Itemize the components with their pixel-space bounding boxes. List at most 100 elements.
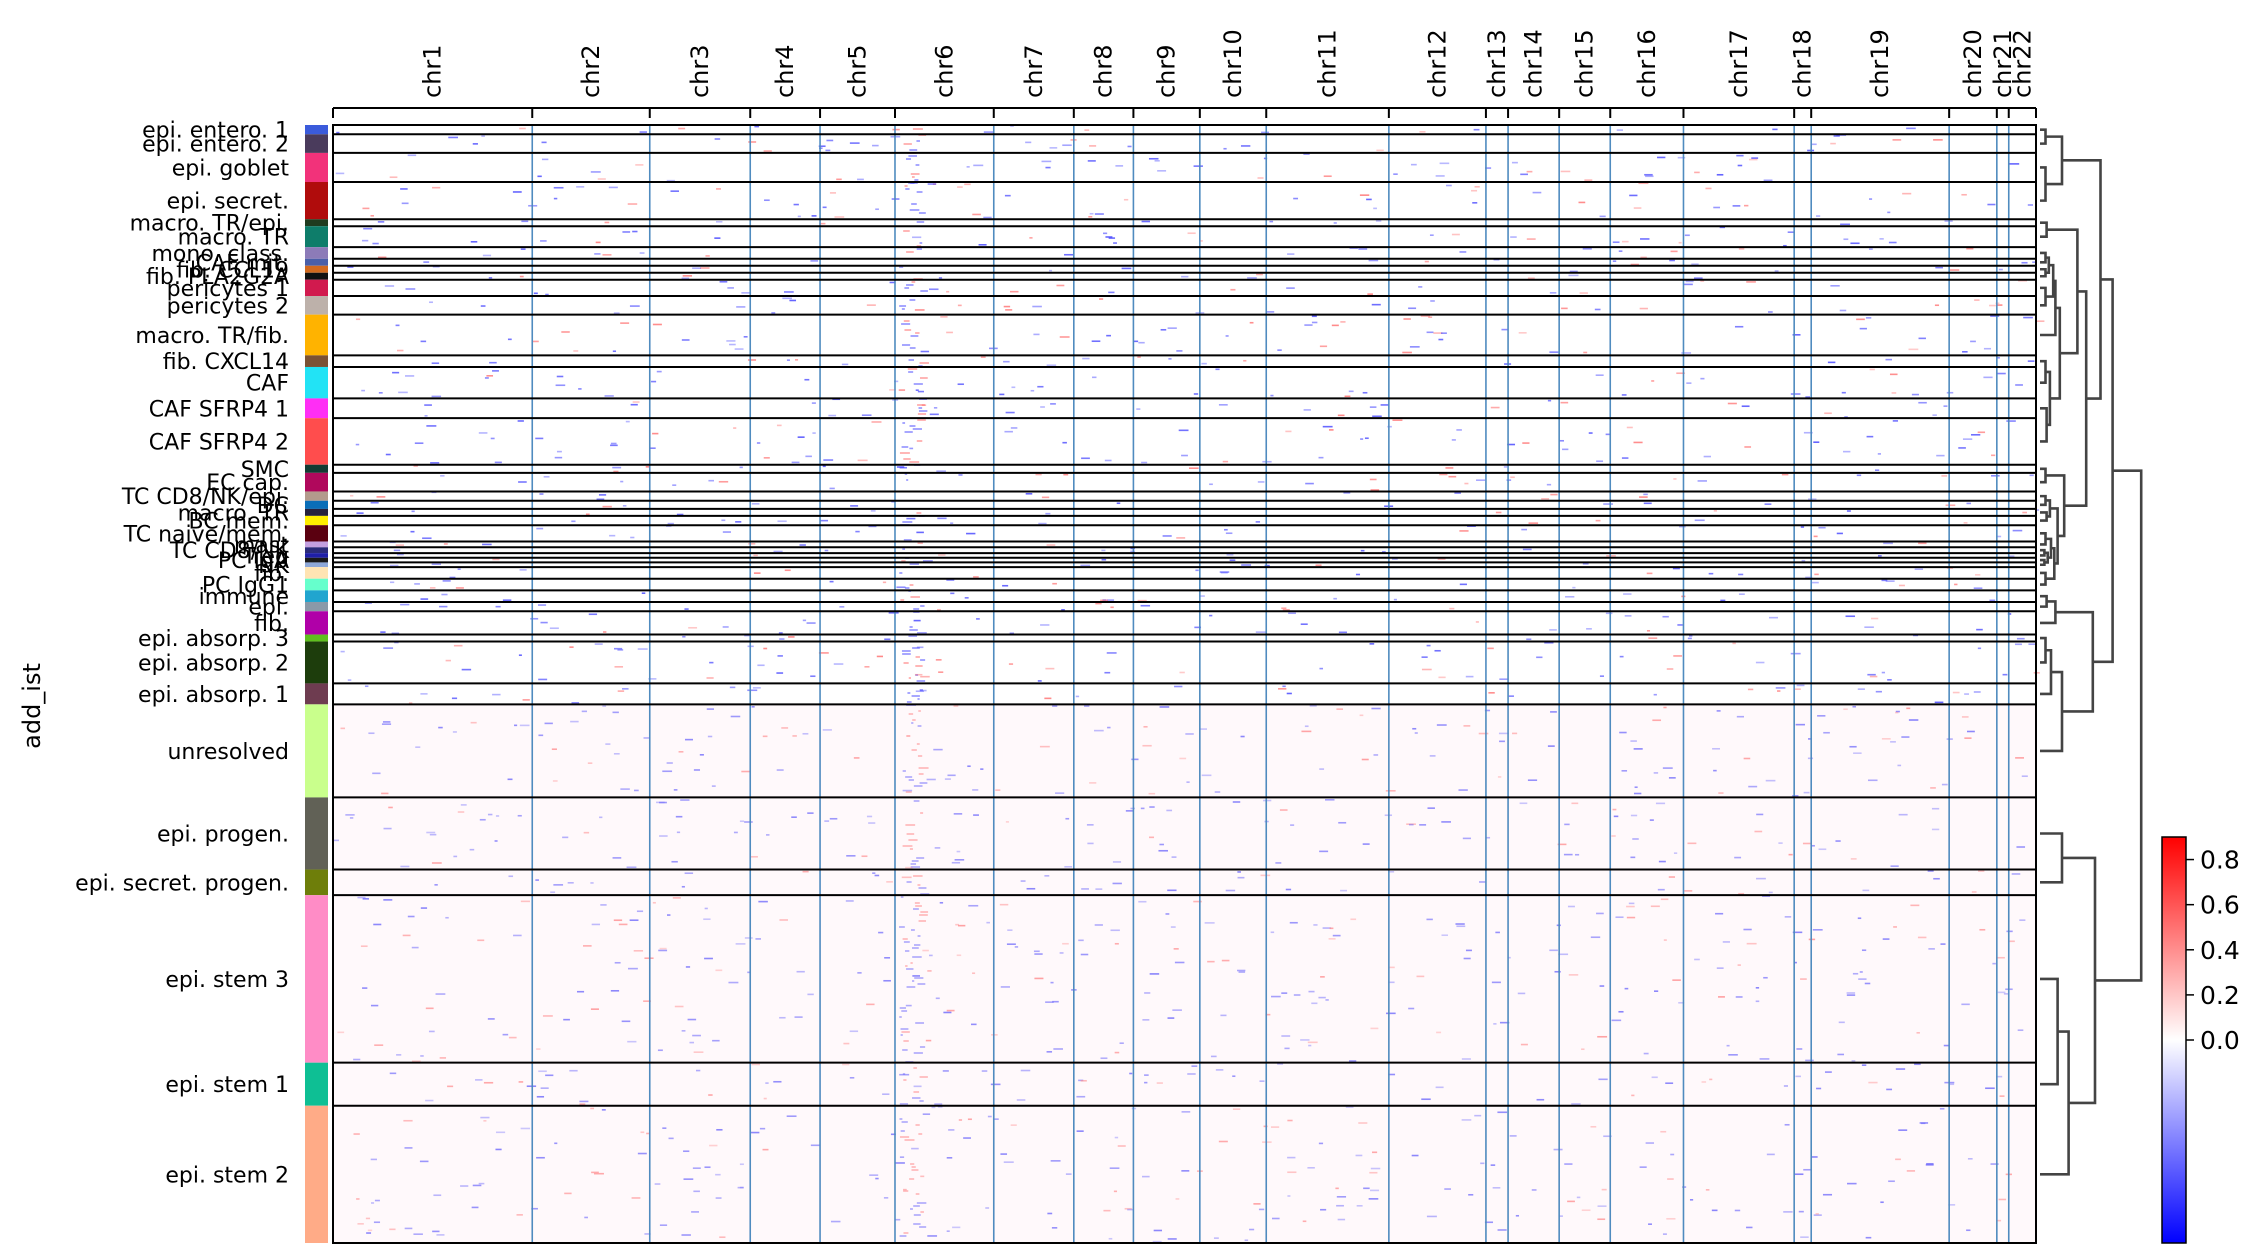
cnv-mark (904, 431, 913, 433)
cnv-mark (1808, 738, 1812, 740)
group-label: epi. stem 1 (165, 1073, 289, 1098)
cnv-mark (1734, 325, 1744, 328)
cnv-mark (1293, 994, 1301, 996)
group-color-swatch (305, 226, 328, 248)
cnv-mark (2014, 643, 2022, 646)
cnv-mark (631, 1197, 641, 1199)
cnv-mark (1662, 767, 1673, 769)
cnv-mark (676, 831, 681, 834)
cnv-mark (659, 1224, 668, 1226)
cnv-mark (1121, 267, 1132, 270)
cnv-mark (1626, 916, 1636, 919)
cnv-mark (604, 221, 610, 224)
cnv-mark (1998, 268, 2003, 271)
cnv-mark (1621, 457, 1629, 459)
cnv-mark (1859, 327, 1867, 330)
cnv-mark (1047, 1212, 1053, 1215)
cnv-mark (1362, 843, 1370, 845)
cnv-mark (552, 780, 558, 782)
cnv-mark (553, 197, 558, 200)
cnv-mark (2019, 919, 2026, 921)
cnv-mark (422, 537, 432, 540)
cnv-mark (1052, 582, 1057, 585)
cnv-mark (917, 884, 921, 886)
cnv-mark (1719, 226, 1726, 229)
cnv-mark (536, 527, 544, 530)
cnv-mark (426, 831, 436, 834)
cnv-mark (1643, 1052, 1649, 1055)
cnv-mark (1818, 848, 1827, 851)
cnv-mark (584, 1216, 588, 1219)
cnv-mark (1336, 1204, 1344, 1207)
cnv-mark (1287, 1119, 1293, 1122)
cnv-mark (1849, 745, 1857, 748)
cnv-mark (902, 548, 906, 550)
cnv-mark (1232, 1075, 1236, 1078)
cnv-mark (1138, 341, 1145, 344)
group-color-swatch (305, 418, 328, 465)
colorbar-tick-label: 0.0 (2200, 1026, 2240, 1055)
cnv-mark (1408, 307, 1417, 310)
cnv-mark (1261, 131, 1270, 134)
cnv-mark (1055, 792, 1065, 794)
cnv-mark (948, 1129, 955, 1131)
cnv-mark (1774, 270, 1779, 272)
cnv-mark (392, 371, 400, 374)
cnv-mark (1522, 548, 1532, 551)
cnv-mark (512, 191, 522, 193)
cnv-mark (912, 975, 921, 977)
cnv-mark (920, 1211, 924, 1213)
cnv-mark (535, 879, 539, 881)
group-color-swatch (305, 634, 328, 642)
cnv-mark (910, 863, 917, 865)
cnv-mark (1244, 1239, 1249, 1242)
cnv-mark (1025, 492, 1033, 495)
cnv-mark (1520, 173, 1528, 176)
cnv-mark (540, 621, 548, 624)
cnv-mark (913, 908, 919, 910)
cnv-mark (758, 900, 768, 903)
cnv-mark (1639, 307, 1648, 310)
cnv-mark (1497, 1229, 1507, 1231)
cnv-mark (1319, 850, 1329, 853)
cnv-mark (866, 1003, 875, 1006)
cnv-mark (1531, 1189, 1537, 1191)
cnv-mark (1304, 725, 1309, 728)
cnv-mark (1978, 870, 1985, 872)
cnv-mark (2032, 261, 2036, 264)
cnv-mark (1418, 286, 1423, 288)
cnv-mark (1961, 1003, 1970, 1006)
cnv-mark (531, 1207, 538, 1210)
cnv-mark (913, 1205, 920, 1207)
cnv-mark (1520, 1043, 1528, 1046)
group-color-swatch (305, 500, 328, 509)
cnv-mark (1700, 377, 1705, 380)
cnv-mark (910, 335, 919, 337)
cnv-mark (903, 662, 909, 664)
cnv-mark (1238, 971, 1246, 973)
cnv-mark (362, 207, 370, 210)
cnv-mark (1229, 559, 1236, 562)
group-label: TC CD8/NK/epi. (121, 485, 289, 510)
cnv-mark (440, 475, 445, 477)
cnv-mark (1966, 247, 1974, 250)
cnv-mark (1918, 337, 1926, 340)
cnv-mark (1237, 871, 1241, 873)
cnv-mark (936, 470, 946, 472)
cnv-mark (1547, 399, 1552, 402)
cnv-mark (1805, 576, 1813, 579)
cnv-mark (1645, 175, 1654, 178)
y-axis-label: add_ist (18, 663, 46, 749)
cnv-mark (900, 896, 904, 898)
cnv-mark (1285, 430, 1292, 433)
dendrogram-link (2040, 571, 2047, 586)
cnv-mark (978, 244, 987, 246)
cnv-mark (1660, 898, 1669, 901)
cnv-mark (1355, 573, 1361, 576)
cnv-mark (1137, 356, 1141, 358)
cnv-mark (602, 505, 612, 508)
cnv-mark (953, 813, 963, 815)
cnv-mark (1049, 147, 1058, 149)
cnv-mark (1684, 234, 1690, 237)
cnv-mark (1141, 461, 1148, 464)
